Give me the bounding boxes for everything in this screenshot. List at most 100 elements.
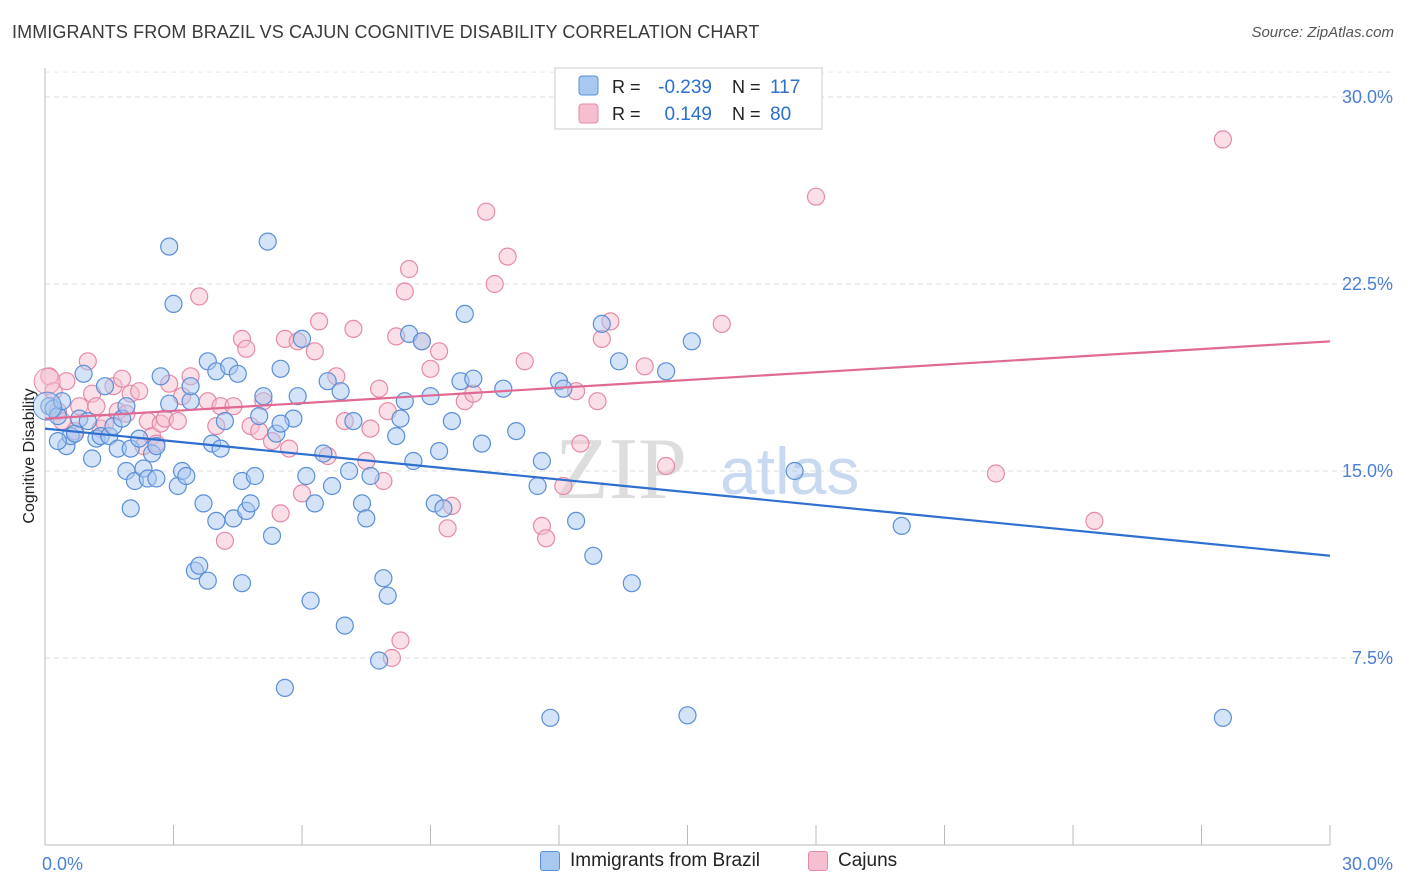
watermark: ZIP atlas [555,421,859,518]
legend-n-value-1: 117 [770,77,800,98]
brazil-point-37 [190,556,209,575]
cajun-point-42 [280,439,299,458]
brazil-point-65 [301,591,320,610]
brazil-point-48 [228,364,247,383]
legend-r-value-1: -0.239 [658,77,712,98]
brazil-point-102 [592,314,611,333]
brazil-point-67 [314,444,333,463]
cajun-point-70 [515,352,534,371]
brazil-point-77 [374,569,393,588]
brazil-point-70 [331,382,350,401]
legend-n-label-1: N = [732,77,761,97]
cajun-trendline [44,340,1331,420]
brazil-point-107 [682,332,701,351]
brazil-point-91 [464,369,483,388]
brazil-cluster-point [32,391,62,421]
brazil-point-30 [160,237,179,256]
brazil-point-115 [340,461,359,481]
brazil-point-55 [254,387,273,406]
y-tick-labels: 7.5% 15.0% 22.5% 30.0% [1342,87,1393,668]
y-tick-label-1: 15.0% [1342,461,1393,481]
legend-label-brazil: Immigrants from Brazil [570,850,761,871]
cajun-point-73 [554,476,573,496]
brazil-point-92 [472,434,491,453]
cajun-point-82 [588,392,607,411]
brazil-point-34 [177,466,196,486]
cajun-point-44 [292,484,312,503]
cajun-cluster-point [33,367,61,395]
cajun-point-77 [635,357,654,376]
brazil-point-76 [370,651,389,670]
brazil-point-45 [215,412,234,431]
brazil-point-62 [288,387,307,406]
brazil-point-106 [678,706,697,725]
legend-item-cajun: Cajuns [808,850,897,872]
brazil-point-60 [275,678,294,698]
brazil-point-38 [194,494,213,513]
cajun-point-25 [168,412,187,431]
cajun-point-62 [430,342,449,361]
trendlines [44,340,1331,557]
cajun-point-45 [305,342,324,361]
brazil-point-10 [82,449,102,468]
legend-n-label-2: N = [732,104,761,124]
brazil-point-81 [395,392,414,411]
brazil-point-66 [305,494,324,513]
cajun-point-4 [57,372,76,391]
axes [44,68,1331,846]
brazil-point-52 [241,494,260,513]
y-axis-label: Cognitive Disability [21,388,38,523]
brazil-point-100 [566,511,586,531]
brazil-trendline [44,427,1331,557]
brazil-point-20 [121,499,140,518]
cajun-point-28 [190,287,209,306]
cajun-point-32 [215,531,234,550]
brazil-point-26 [147,469,166,488]
brazil-point-84 [412,332,431,351]
brazil-point-8 [74,364,93,383]
brazil-point-110 [1213,708,1233,727]
brazil-point-57 [262,526,282,545]
brazil-point-79 [387,427,406,446]
legend-item-brazil: Immigrants from Brazil [540,850,760,872]
x-tick-labels: 0.0% 30.0% [42,854,1393,874]
cajun-point-72 [536,529,556,548]
brazil-point-108 [785,461,804,481]
brazil-point-59 [271,359,290,378]
brazil-point-13 [95,377,115,396]
brazil-point-56 [258,232,277,251]
brazil-point-39 [198,571,217,590]
brazil-point-78 [378,586,397,605]
brazil-point-90 [455,304,474,323]
cajun-point-9 [87,397,106,416]
cajun-point-53 [370,379,389,398]
cajun-point-68 [485,274,504,294]
brazil-points [32,232,1233,727]
legend-r-label-2: R = [612,104,641,124]
brazil-point-63 [292,329,312,348]
brazil-point-27 [147,437,166,456]
cajun-point-67 [477,202,496,221]
brazil-point-72 [344,412,363,431]
cajun-point-84 [712,314,731,333]
legend-swatch-brazil-bottom [540,851,560,871]
legend-swatch-cajun [578,103,599,124]
series-legend: Immigrants from Brazil Cajuns [0,850,1406,880]
brazil-point-80 [391,409,410,428]
brazil-point-6 [65,424,85,443]
cajun-point-40 [271,504,290,523]
brazil-point-83 [404,451,423,471]
gridlines [45,71,1395,659]
legend-r-value-2: 0.149 [664,104,712,125]
brazil-point-101 [584,546,603,565]
brazil-point-28 [151,367,170,386]
cajun-point-52 [361,419,380,438]
x-tick-label-0: 0.0% [42,854,83,874]
brazil-point-31 [164,294,183,313]
brazil-point-64 [297,466,316,486]
cajun-point-81 [571,434,590,453]
cajun-point-85 [1085,511,1104,531]
brazil-point-94 [507,422,526,441]
cajun-point-46 [310,312,329,331]
legend-swatch-cajun-bottom [808,851,828,871]
